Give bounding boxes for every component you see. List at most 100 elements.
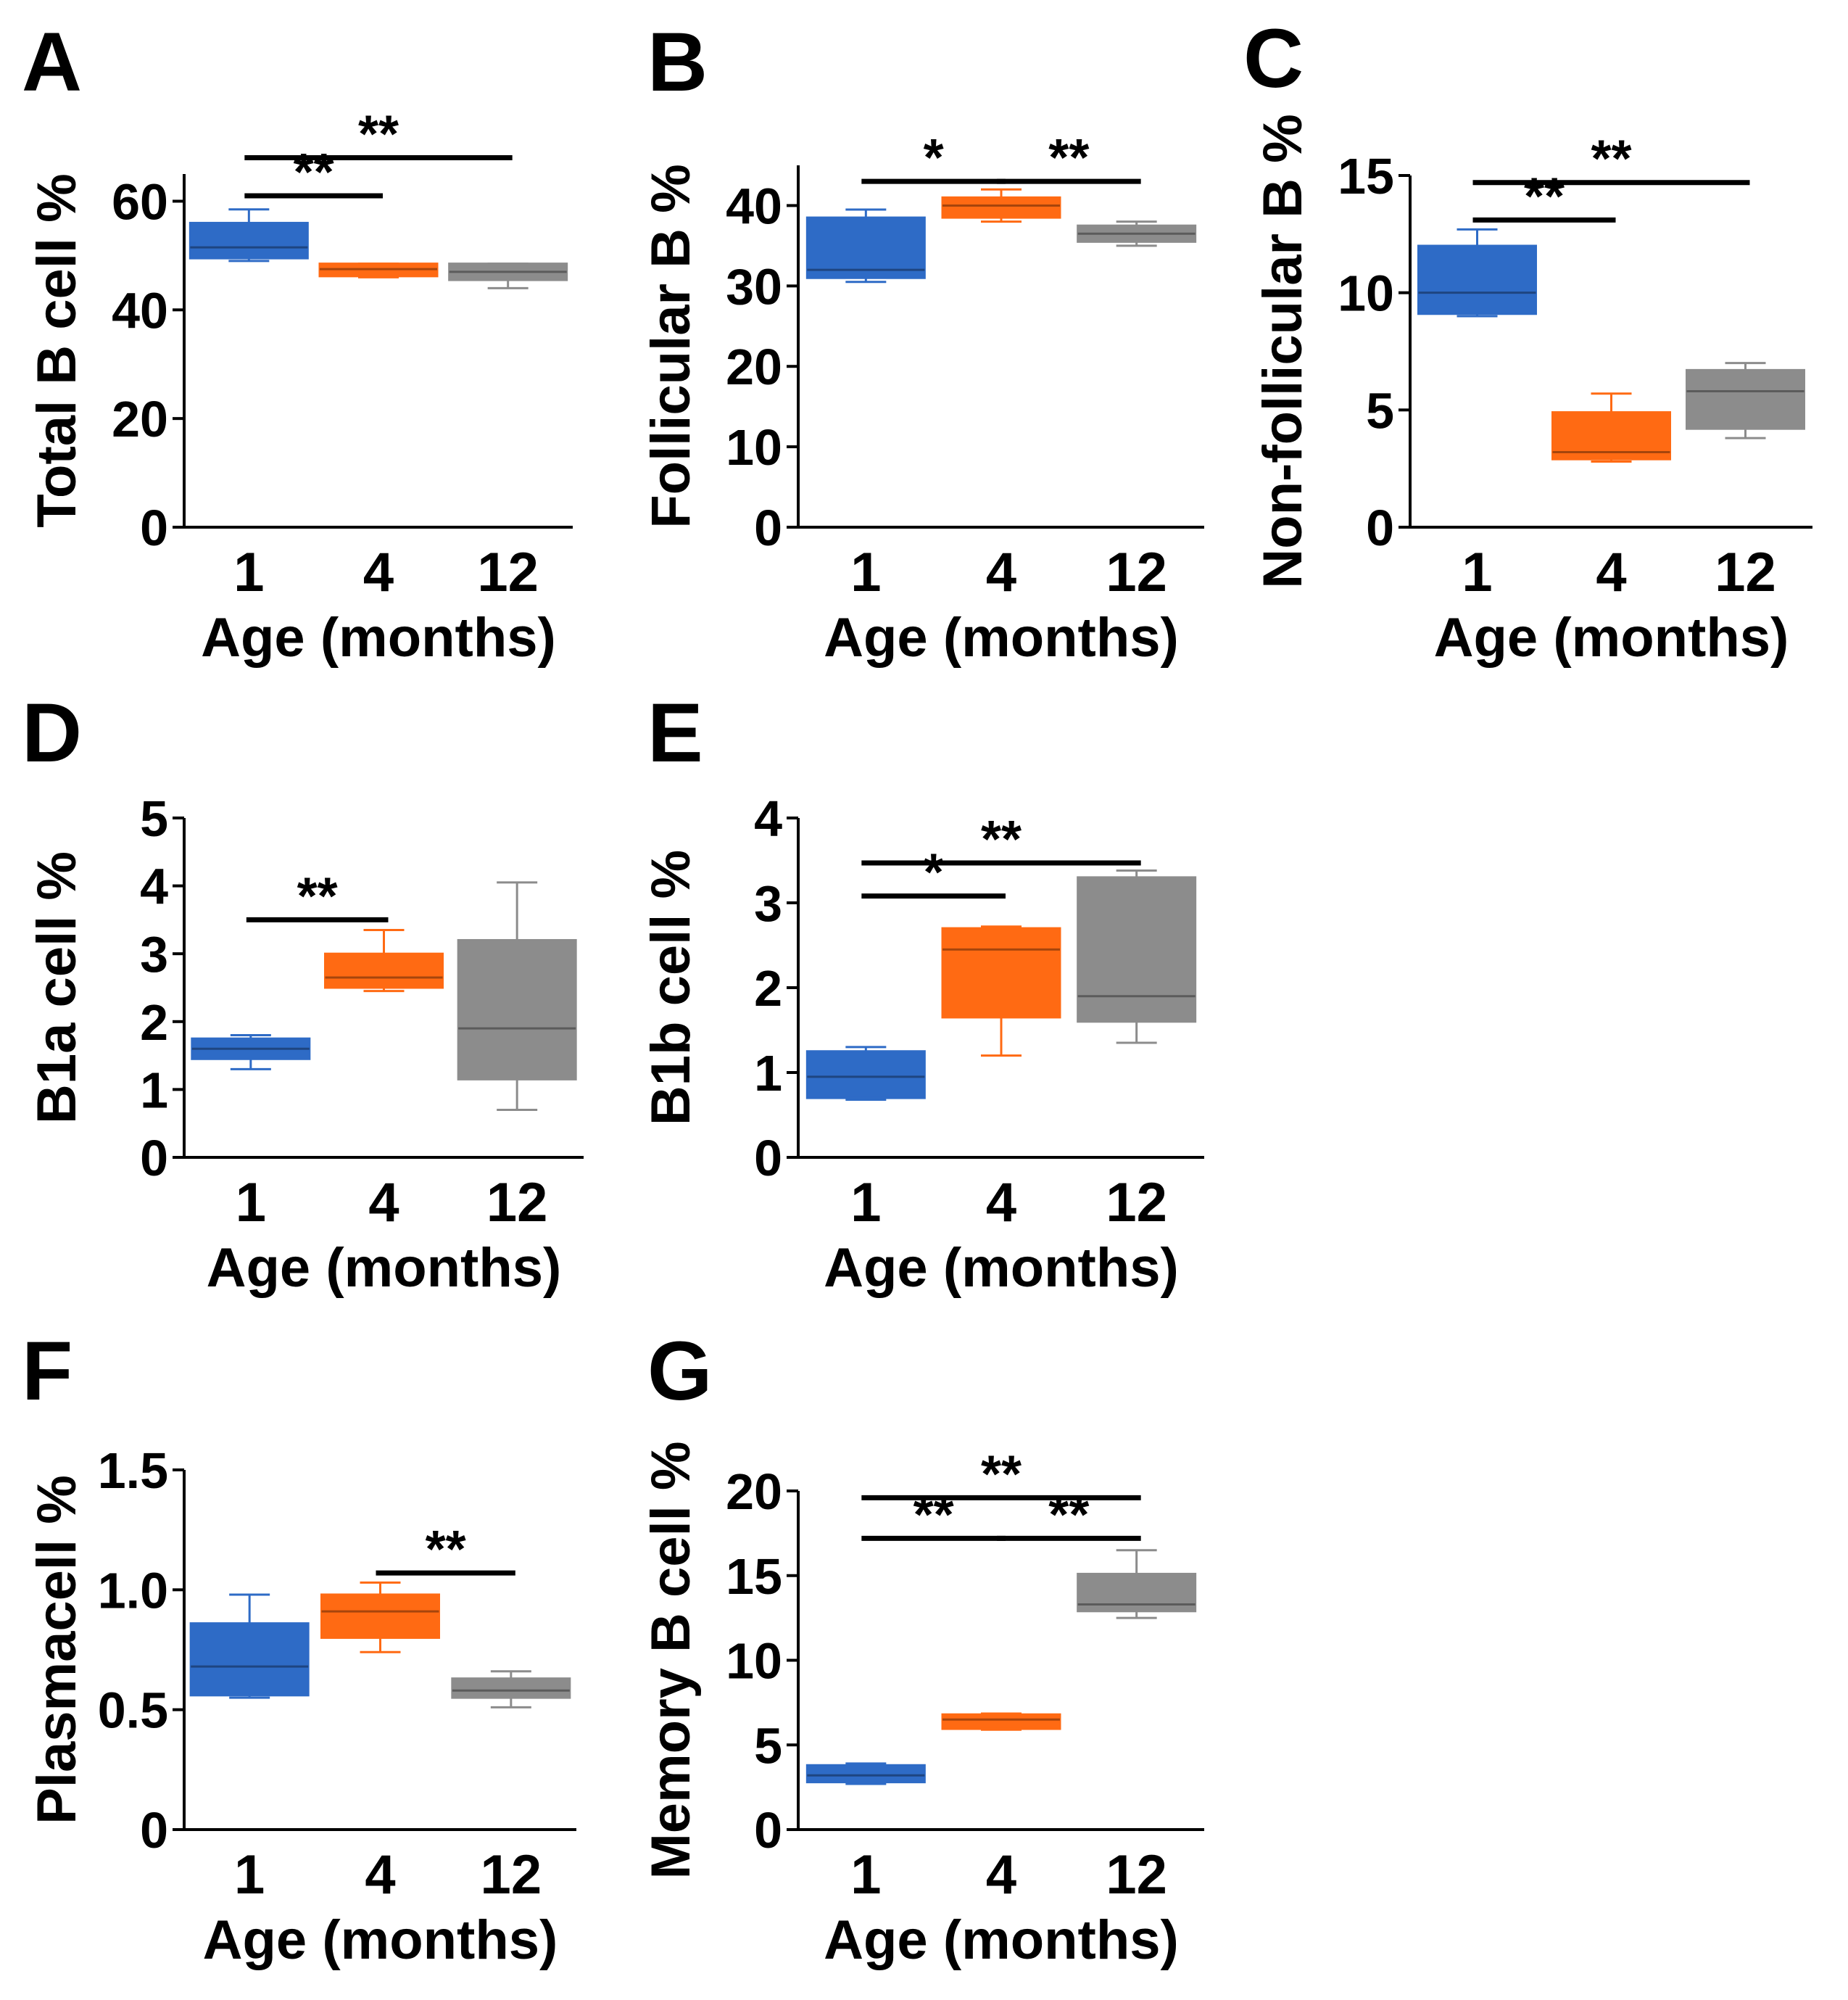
- box-iqr: [188, 221, 309, 260]
- box-iqr: [189, 1622, 310, 1697]
- significance-1-4: **: [246, 867, 389, 925]
- y-tick-label: 20: [726, 339, 782, 395]
- box-iqr: [448, 263, 568, 281]
- y-tick-label: 4: [140, 859, 168, 915]
- x-tick-label: 12: [1106, 1844, 1167, 1906]
- significance-4-12: **: [997, 129, 1141, 187]
- significance-label: **: [1048, 129, 1089, 187]
- panel-letter: E: [647, 687, 703, 780]
- x-tick-label: 4: [363, 542, 394, 603]
- x-tick-label: 1: [233, 542, 264, 603]
- box-iqr: [324, 952, 444, 989]
- y-axis-title: Total B cell %: [26, 173, 88, 527]
- significance-label: **: [913, 1486, 954, 1544]
- x-axis-title: Age (months): [207, 1237, 562, 1299]
- y-tick-label: 5: [1366, 382, 1394, 439]
- y-tick-label: 5: [754, 1717, 782, 1774]
- box-iqr: [941, 1713, 1061, 1730]
- y-tick-label: 0: [1366, 500, 1394, 556]
- significance-label: *: [924, 844, 944, 902]
- box-iqr: [1551, 411, 1671, 460]
- y-axis-title: B1b cell %: [640, 850, 702, 1125]
- box-iqr: [451, 1677, 571, 1699]
- y-tick-label: 5: [140, 790, 168, 847]
- significance-1-12: **: [1472, 131, 1750, 189]
- box-iqr: [320, 1593, 440, 1639]
- box-group-4: [318, 263, 439, 278]
- y-tick-label: 0: [754, 1130, 782, 1186]
- x-tick-label: 12: [1106, 1172, 1167, 1234]
- box-iqr: [1077, 1572, 1197, 1613]
- box-group-1: [191, 1034, 311, 1070]
- box-group-1: [805, 208, 926, 284]
- box-iqr: [1077, 224, 1197, 243]
- x-axis-title: Age (months): [203, 1909, 558, 1971]
- box-iqr: [1686, 368, 1805, 430]
- y-axis-title: Non-follicular B %: [1252, 114, 1314, 588]
- box-iqr: [318, 263, 439, 278]
- x-tick-label: 1: [850, 542, 881, 603]
- x-axis-title: Age (months): [824, 1237, 1179, 1299]
- y-tick-label: 3: [754, 875, 782, 932]
- x-tick-label: 4: [986, 1172, 1016, 1234]
- box-iqr: [457, 938, 577, 1080]
- significance-1-4: *: [861, 129, 1006, 187]
- y-tick-label: 1: [140, 1062, 168, 1118]
- y-tick-label: 0: [754, 500, 782, 556]
- y-tick-label: 2: [140, 994, 168, 1051]
- significance-1-12: **: [861, 811, 1141, 869]
- x-axis-title: Age (months): [201, 607, 556, 669]
- box-group-12: [448, 263, 568, 289]
- panel-letter: A: [22, 16, 82, 109]
- y-tick-label: 10: [1338, 265, 1394, 322]
- x-tick-label: 12: [1715, 542, 1776, 603]
- box-group-12: [1077, 869, 1197, 1044]
- significance-label: **: [358, 106, 399, 164]
- y-tick-label: 15: [726, 1548, 782, 1605]
- box-group-12: [451, 1670, 571, 1708]
- y-tick-label: 1.5: [98, 1442, 168, 1499]
- y-tick-label: 0: [140, 1130, 168, 1186]
- panel-letter: C: [1243, 12, 1304, 105]
- box-group-4: [941, 1712, 1061, 1731]
- x-tick-label: 4: [368, 1172, 399, 1234]
- x-tick-label: 1: [234, 1844, 265, 1906]
- y-tick-label: 60: [112, 173, 168, 230]
- panel-letter: F: [22, 1325, 72, 1418]
- box-group-4: [1551, 392, 1671, 463]
- box-iqr: [805, 216, 926, 279]
- x-tick-label: 4: [986, 1844, 1016, 1906]
- x-tick-label: 1: [850, 1172, 881, 1234]
- y-tick-label: 40: [726, 178, 782, 234]
- significance-label: *: [924, 129, 944, 187]
- y-axis-title: Plasmacell %: [26, 1475, 88, 1825]
- box-iqr: [941, 196, 1061, 219]
- box-iqr: [805, 1764, 926, 1784]
- box-iqr: [1417, 244, 1537, 315]
- y-tick-label: 1.0: [98, 1562, 168, 1619]
- x-tick-label: 4: [986, 542, 1016, 603]
- x-tick-label: 1: [236, 1172, 266, 1234]
- box-group-1: [1417, 228, 1537, 318]
- significance-label: **: [981, 1445, 1022, 1503]
- panel-letter: G: [647, 1325, 712, 1418]
- box-group-1: [188, 208, 309, 263]
- panel-letter: D: [22, 687, 82, 780]
- y-tick-label: 15: [1338, 148, 1394, 204]
- box-group-4: [324, 928, 444, 993]
- y-tick-label: 40: [112, 282, 168, 339]
- box-group-1: [805, 1762, 926, 1785]
- y-tick-label: 0.5: [98, 1682, 168, 1739]
- box-group-12: [457, 881, 577, 1111]
- significance-label: **: [1048, 1486, 1089, 1544]
- y-tick-label: 0: [140, 1802, 168, 1859]
- significance-label: **: [1524, 168, 1565, 226]
- y-tick-label: 20: [726, 1463, 782, 1520]
